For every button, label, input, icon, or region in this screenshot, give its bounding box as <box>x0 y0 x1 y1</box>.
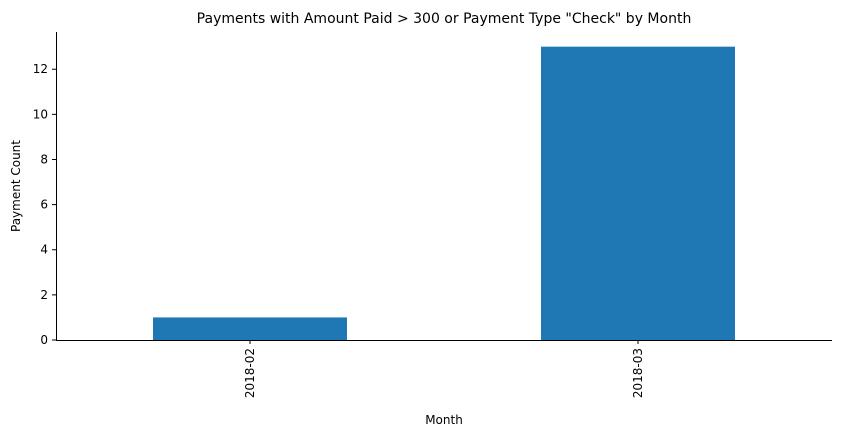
y-axis-label: Payment Count <box>9 140 23 232</box>
x-axis-label: Month <box>425 413 463 427</box>
y-tick-label: 2 <box>40 288 48 302</box>
bar-2018-02 <box>153 317 347 340</box>
x-axis-ticks: 2018-02 2018-03 <box>243 340 645 398</box>
y-tick-label: 0 <box>40 333 48 347</box>
x-tick-label: 2018-03 <box>631 348 645 398</box>
chart-title: Payments with Amount Paid > 300 or Payme… <box>197 11 692 27</box>
y-tick-label: 6 <box>40 198 48 212</box>
bar-2018-03 <box>541 46 735 341</box>
x-tick-label: 2018-02 <box>243 348 257 398</box>
bars-group <box>153 46 735 341</box>
y-tick-label: 10 <box>33 107 48 121</box>
y-tick-label: 12 <box>33 62 48 76</box>
y-tick-label: 4 <box>40 243 48 257</box>
y-tick-label: 8 <box>40 152 48 166</box>
y-axis-ticks: 0 2 4 6 8 10 12 <box>33 62 56 347</box>
